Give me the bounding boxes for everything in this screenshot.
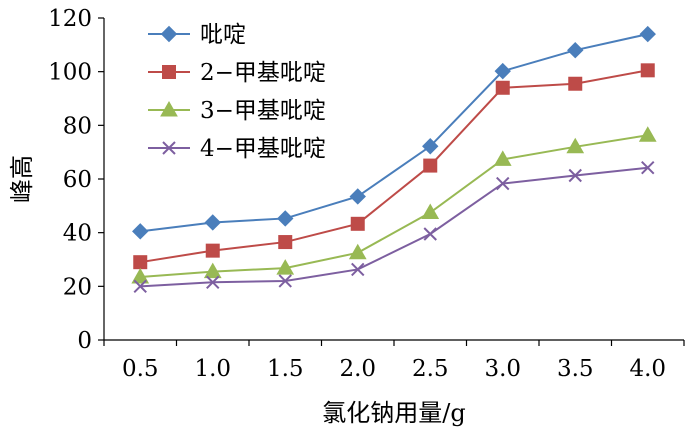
data-point [639, 25, 656, 43]
data-point [494, 62, 511, 80]
y-tick-labels: 0 20 40 60 80 100 120 [48, 6, 92, 354]
x-tick-label: 1.0 [194, 356, 231, 382]
x-tick-label: 2.0 [339, 356, 376, 382]
series-layer [131, 25, 657, 294]
legend-marker [160, 25, 178, 43]
data-point [567, 41, 584, 59]
data-point [133, 279, 147, 294]
y-tick-label: 20 [63, 274, 92, 300]
data-point [278, 274, 292, 288]
data-point [495, 80, 510, 95]
data-point [278, 235, 293, 250]
data-point [276, 259, 295, 275]
x-tick-label: 0.5 [122, 356, 159, 382]
data-point [203, 262, 222, 279]
data-point [348, 243, 367, 260]
x-axis-title: 氯化钠用量/g [322, 399, 465, 427]
legend-item: 3−甲基吡啶 [148, 98, 326, 124]
x-tick-label: 2.5 [412, 356, 449, 382]
data-point [423, 158, 438, 173]
legend-item: 吡啶 [148, 22, 246, 48]
x-tick-labels: 0.5 1.0 1.5 2.0 2.5 3.0 3.5 4.0 [122, 356, 666, 382]
data-point [641, 161, 655, 175]
data-point [204, 214, 221, 231]
x-tick-label: 4.0 [629, 356, 666, 382]
series-1 [132, 25, 656, 240]
data-point [568, 76, 583, 91]
data-point [131, 267, 150, 284]
y-tick-label: 40 [63, 221, 92, 247]
data-point [423, 227, 437, 241]
data-point [205, 243, 220, 258]
data-point [132, 223, 149, 240]
data-point [638, 126, 657, 142]
x-tick-label: 3.0 [484, 356, 521, 382]
series-4 [133, 161, 655, 294]
series-line [140, 33, 648, 233]
legend: 吡啶 2−甲基吡啶 3−甲基吡啶 4−甲基吡啶 [148, 22, 326, 162]
y-tick-label: 60 [63, 167, 92, 193]
y-tick-label: 80 [63, 113, 92, 139]
legend-marker [162, 65, 176, 79]
data-point [350, 216, 365, 231]
data-point [422, 138, 439, 155]
data-point [566, 137, 585, 154]
x-tick-label: 1.5 [267, 356, 304, 382]
series-line [140, 166, 648, 288]
y-tick-label: 0 [77, 328, 92, 354]
legend-marker [160, 100, 178, 117]
x-tick-label: 3.5 [557, 356, 594, 382]
data-point [206, 275, 220, 290]
legend-item: 2−甲基吡啶 [148, 60, 326, 86]
data-point [351, 262, 365, 277]
legend-marker [162, 141, 176, 155]
data-point [493, 150, 512, 166]
y-tick-label: 120 [48, 6, 92, 32]
data-point [496, 176, 510, 191]
data-point [349, 188, 366, 205]
data-point [277, 210, 294, 227]
series-2 [133, 63, 655, 270]
y-axis-title: 峰高 [8, 155, 36, 203]
y-tick-label: 100 [48, 60, 92, 86]
series-line [140, 69, 648, 264]
series-line [140, 134, 648, 278]
legend-label: 2−甲基吡啶 [200, 60, 326, 86]
legend-item: 4−甲基吡啶 [148, 136, 326, 162]
legend-label: 3−甲基吡啶 [200, 98, 326, 124]
data-point [568, 168, 582, 183]
data-point [640, 63, 655, 78]
data-point [133, 255, 148, 270]
series-3 [131, 126, 657, 284]
data-point [421, 203, 440, 220]
axes [98, 17, 685, 346]
legend-label: 4−甲基吡啶 [200, 136, 326, 162]
legend-label: 吡啶 [200, 22, 246, 48]
